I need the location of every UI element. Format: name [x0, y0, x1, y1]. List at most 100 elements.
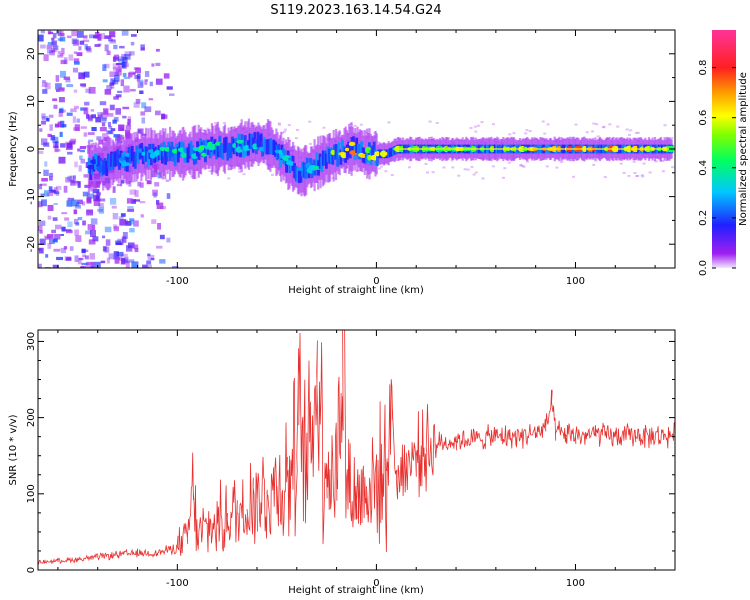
noise-speck [115, 68, 122, 76]
noise-speck [476, 124, 480, 127]
noise-speck [56, 30, 62, 35]
noise-speck [133, 102, 140, 108]
ridge-blob [367, 154, 372, 161]
noise-speck [88, 86, 96, 94]
noise-speck [109, 40, 116, 44]
noise-speck [238, 170, 242, 173]
ridge-band [92, 156, 96, 172]
ridge-band [294, 166, 298, 182]
noise-speck [159, 259, 166, 264]
ridge-band [358, 144, 362, 160]
noise-speck [65, 141, 71, 145]
noise-speck [619, 162, 623, 165]
noise-speck [491, 123, 495, 126]
snr-series-line [38, 330, 675, 565]
ridge-band [253, 132, 257, 148]
snr-y-label: SNR (10 * v/v) [8, 414, 19, 485]
noise-speck [68, 54, 74, 61]
noise-speck [48, 186, 53, 192]
ridge-band [264, 139, 268, 155]
noise-speck [541, 120, 545, 123]
noise-speck [408, 166, 411, 169]
noise-speck [384, 170, 388, 173]
noise-speck [51, 47, 57, 53]
noise-speck [73, 218, 79, 225]
noise-speck [159, 206, 166, 210]
noise-speck [113, 224, 118, 229]
noise-speck [61, 226, 66, 232]
noise-speck [101, 117, 107, 121]
noise-speck [663, 124, 667, 127]
noise-speck [112, 119, 117, 124]
noise-speck [94, 44, 101, 47]
ridge-band [164, 149, 167, 165]
noise-speck [123, 76, 131, 80]
noise-speck [73, 51, 77, 54]
noise-speck [65, 78, 71, 83]
noise-speck [451, 166, 455, 169]
tick-label: 0 [373, 578, 379, 589]
noise-speck [127, 208, 135, 212]
noise-speck [149, 81, 153, 87]
noise-speck [110, 78, 116, 85]
noise-speck [152, 189, 158, 196]
noise-speck [41, 178, 48, 182]
noise-speck [134, 75, 138, 80]
noise-speck [144, 81, 148, 85]
noise-speck [83, 107, 89, 115]
noise-speck [74, 161, 78, 168]
noise-speck [147, 254, 155, 261]
noise-speck [101, 32, 105, 39]
noise-speck [466, 168, 470, 171]
noise-speck [137, 181, 141, 187]
noise-speck [130, 41, 135, 46]
noise-speck [86, 114, 90, 119]
noise-speck [86, 210, 93, 216]
noise-speck [59, 36, 66, 42]
noise-speck [74, 229, 79, 236]
noise-speck [91, 224, 96, 231]
ridge-blob [200, 152, 208, 157]
ridge-band [229, 143, 233, 159]
noise-speck [79, 146, 87, 150]
noise-speck [122, 106, 130, 110]
noise-speck [52, 98, 58, 102]
noise-speck [271, 173, 274, 176]
ridge-band [391, 146, 395, 156]
noise-speck [127, 116, 132, 124]
noise-speck [161, 113, 165, 120]
noise-speck [379, 165, 383, 168]
noise-speck [151, 219, 157, 224]
noise-speck [133, 67, 140, 70]
ridge-band [224, 136, 228, 152]
tick-label: 100 [26, 484, 37, 503]
noise-speck [278, 123, 281, 126]
noise-speck [51, 40, 58, 47]
noise-speck [108, 253, 114, 260]
noise-speck [336, 131, 340, 134]
ridge-band [103, 158, 107, 174]
ridge-band [325, 153, 328, 169]
ridge-band [266, 139, 269, 155]
noise-speck [156, 48, 160, 52]
noise-speck [109, 71, 115, 78]
noise-speck [127, 119, 131, 126]
noise-speck [46, 192, 54, 197]
noise-speck [118, 216, 124, 220]
ridge-band [105, 160, 109, 176]
noise-speck [473, 125, 477, 128]
noise-speck [61, 47, 65, 55]
ridge-band [296, 167, 300, 183]
noise-speck [51, 37, 55, 41]
noise-speck [49, 124, 53, 131]
noise-speck [61, 212, 68, 215]
noise-speck [106, 112, 114, 117]
ridge-band [323, 150, 327, 166]
noise-speck [100, 260, 106, 264]
ridge-band [145, 146, 148, 162]
ridge-blob [383, 152, 388, 156]
noise-speck [57, 54, 64, 58]
noise-speck [88, 239, 96, 245]
noise-speck [41, 120, 46, 125]
noise-speck [60, 143, 66, 148]
